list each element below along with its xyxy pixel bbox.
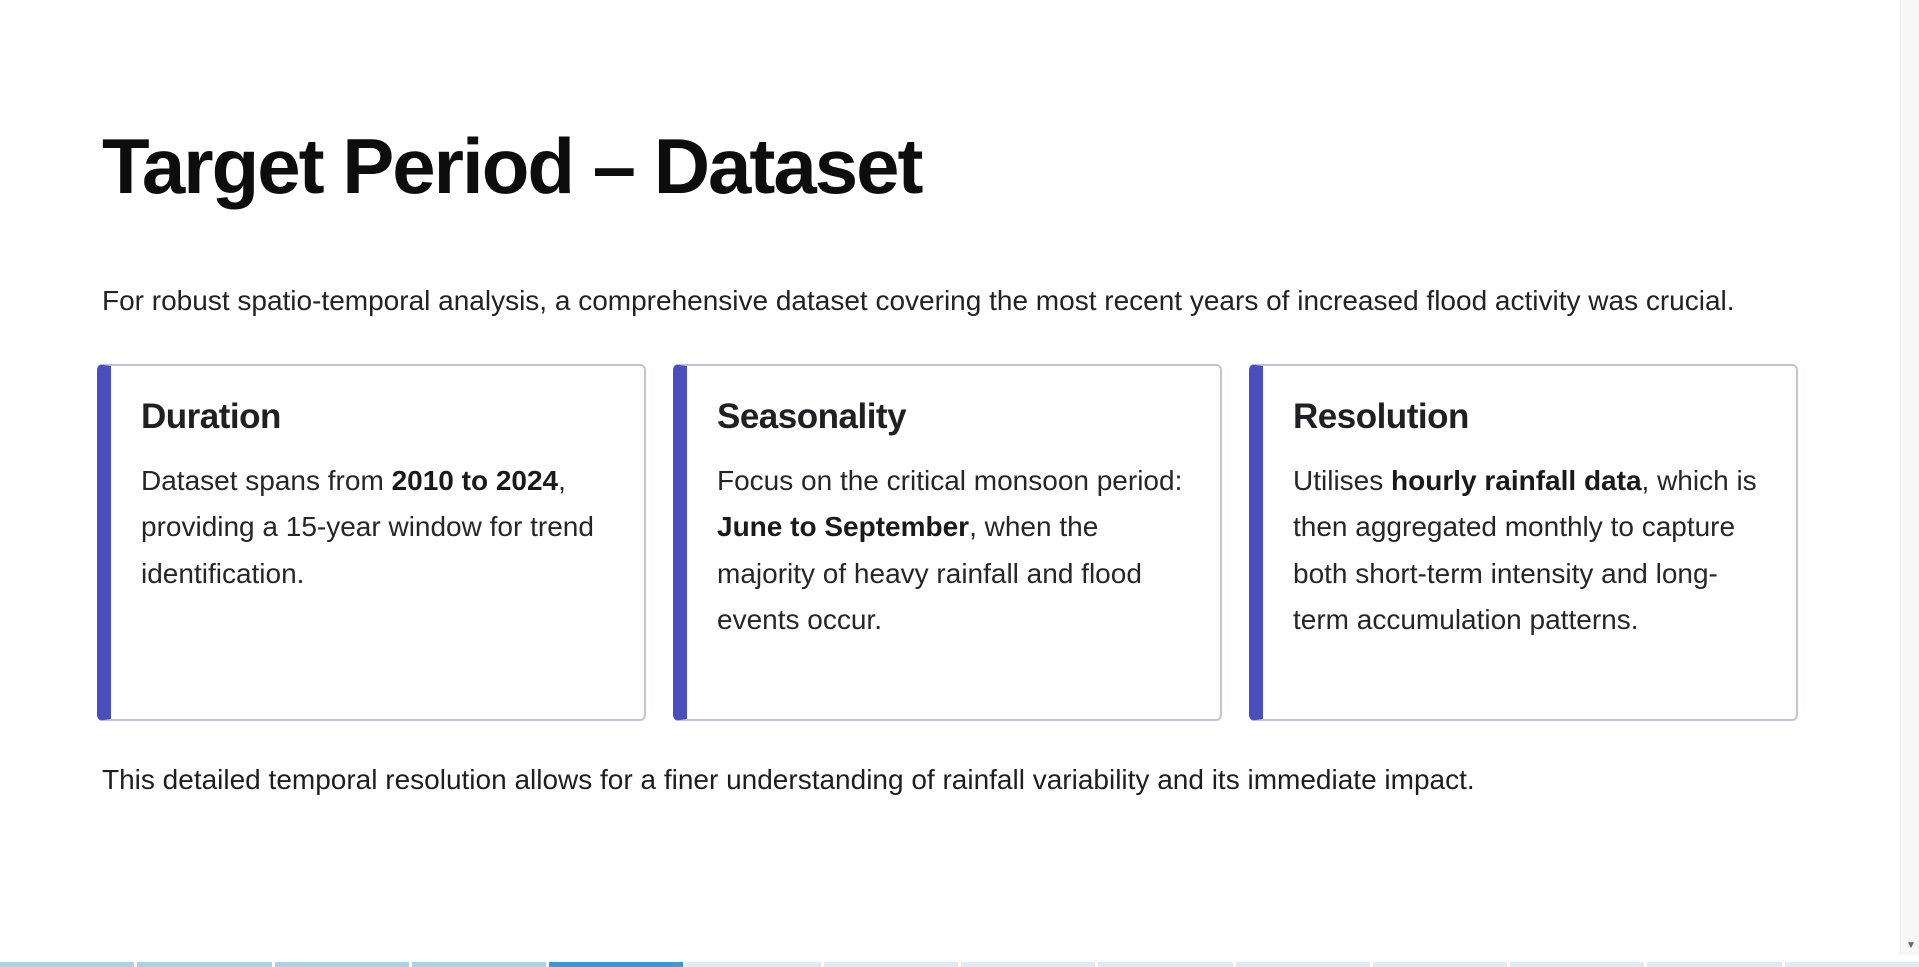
progress-segment[interactable] xyxy=(686,962,821,967)
progress-segment[interactable] xyxy=(549,962,684,967)
card-text: Utilises hourly rainfall data, which is … xyxy=(1293,458,1766,644)
progress-segment[interactable] xyxy=(1510,962,1645,967)
card-text-highlight: 2010 to 2024 xyxy=(391,464,559,496)
scroll-down-arrow-icon[interactable]: ▼ xyxy=(1906,940,1916,951)
progress-segment[interactable] xyxy=(1098,962,1233,967)
progress-segment[interactable] xyxy=(1784,962,1919,967)
card-text-part: , when the majority of heavy rainfall an… xyxy=(717,511,1142,636)
card-text-part: , providing a 15-year window for trend i… xyxy=(141,464,594,589)
slide-content: Target Period – Dataset For robust spati… xyxy=(97,120,1802,803)
card-title: Duration xyxy=(141,396,281,436)
card-text-highlight: June to September xyxy=(717,511,970,543)
card-title: Seasonality xyxy=(717,396,907,436)
vertical-scrollbar[interactable]: ▼ xyxy=(1900,0,1919,955)
card-text: Dataset spans from 2010 to 2024, providi… xyxy=(141,458,614,598)
progress-segment[interactable] xyxy=(0,962,135,967)
page-title: Target Period – Dataset xyxy=(102,122,924,210)
card-text-highlight: hourly rainfall data xyxy=(1391,464,1642,496)
card-duration: Duration Dataset spans from 2010 to 2024… xyxy=(97,363,646,721)
footer-paragraph: This detailed temporal resolution allows… xyxy=(102,763,1475,795)
card-text-part: Utilises xyxy=(1293,464,1392,496)
card-text-part: , which is then aggregated monthly to ca… xyxy=(1293,464,1757,636)
slide-progress-bar xyxy=(0,962,1919,967)
card-title: Resolution xyxy=(1293,396,1469,436)
progress-segment[interactable] xyxy=(274,962,409,967)
progress-segment[interactable] xyxy=(411,962,547,967)
progress-segment[interactable] xyxy=(1647,962,1782,967)
progress-segment[interactable] xyxy=(1372,962,1508,967)
card-seasonality: Seasonality Focus on the critical monsoo… xyxy=(673,363,1222,721)
progress-segment[interactable] xyxy=(823,962,958,967)
progress-segment[interactable] xyxy=(1235,962,1370,967)
info-cards: Duration Dataset spans from 2010 to 2024… xyxy=(97,363,1801,721)
card-text-part: Dataset spans from xyxy=(141,464,392,496)
card-text-part: Focus on the critical monsoon period: xyxy=(717,464,1183,496)
intro-paragraph: For robust spatio-temporal analysis, a c… xyxy=(102,284,1735,316)
progress-segment[interactable] xyxy=(137,962,272,967)
progress-segment[interactable] xyxy=(960,962,1096,967)
card-resolution: Resolution Utilises hourly rainfall data… xyxy=(1249,363,1798,721)
card-text: Focus on the critical monsoon period: Ju… xyxy=(717,458,1190,644)
